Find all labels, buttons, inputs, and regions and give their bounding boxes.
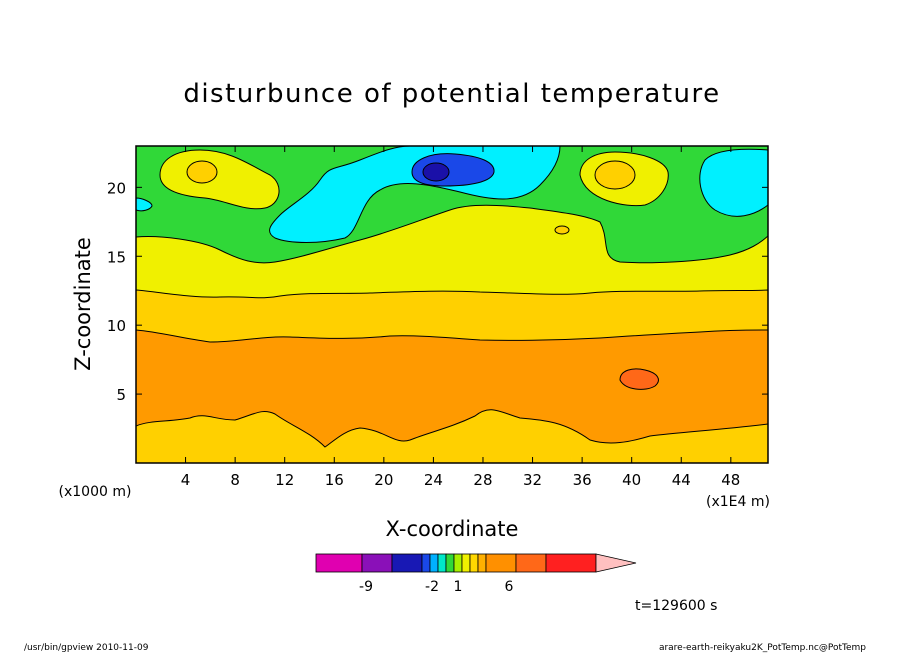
plot-frame bbox=[135, 145, 769, 464]
x-tick-label: 16 bbox=[325, 471, 344, 489]
x-tick-label: 32 bbox=[523, 471, 542, 489]
colorbar-swatch bbox=[485, 553, 517, 573]
colorbar-swatch bbox=[437, 553, 447, 573]
colorbar-swatch bbox=[391, 553, 423, 573]
colorbar-label: -2 bbox=[425, 579, 439, 595]
colorbar-label: 6 bbox=[505, 579, 514, 595]
y-tick-label: 15 bbox=[107, 248, 126, 266]
dark-blue-core bbox=[422, 162, 450, 182]
warm-anomaly bbox=[619, 368, 659, 390]
y-tick-label: 20 bbox=[107, 179, 126, 197]
colorbar-swatch bbox=[469, 553, 479, 573]
colorbar-arrow bbox=[595, 553, 637, 573]
x-tick-label: 48 bbox=[721, 471, 740, 489]
colorbar-swatch bbox=[453, 553, 463, 573]
x-units-right: (x1E4 m) bbox=[706, 494, 770, 510]
footer-left: /usr/bin/gpview 2010-11-09 bbox=[24, 643, 149, 653]
x-tick-label: 12 bbox=[275, 471, 294, 489]
colorbar-swatch bbox=[445, 553, 455, 573]
warm-patch-left bbox=[186, 160, 218, 184]
colorbar-swatch bbox=[515, 553, 547, 573]
x-units-left: (x1000 m) bbox=[59, 484, 132, 500]
x-tick-label: 44 bbox=[672, 471, 691, 489]
colorbar: -9 -2 1 6 bbox=[315, 553, 637, 595]
y-tick-label: 5 bbox=[116, 386, 126, 404]
cyan-region-right bbox=[699, 148, 768, 217]
colorbar-swatch bbox=[477, 553, 487, 573]
plot-area bbox=[136, 146, 768, 463]
x-tick-label: 20 bbox=[374, 471, 393, 489]
colorbar-swatch bbox=[429, 553, 439, 573]
x-tick-label: 36 bbox=[573, 471, 592, 489]
y-axis-ticks: 5 10 15 20 bbox=[107, 179, 768, 404]
colorbar-label: 1 bbox=[454, 579, 463, 595]
yellow-patch-upper-left bbox=[159, 149, 280, 210]
small-contour-loop bbox=[554, 225, 570, 235]
colorbar-swatch bbox=[545, 553, 597, 573]
x-axis-title: X-coordinate bbox=[386, 517, 519, 541]
time-label: t=129600 s bbox=[635, 598, 717, 614]
band-light-orange-lower bbox=[136, 409, 768, 463]
x-tick-label: 28 bbox=[473, 471, 492, 489]
x-tick-label: 40 bbox=[622, 471, 641, 489]
y-axis-title: Z-coordinate bbox=[71, 237, 95, 371]
x-tick-label: 8 bbox=[230, 471, 240, 489]
colorbar-swatch bbox=[421, 553, 431, 573]
chart-title: disturbunce of potential temperature bbox=[183, 79, 720, 109]
y-tick-label: 10 bbox=[107, 317, 126, 335]
warm-patch-right bbox=[594, 160, 636, 190]
colorbar-label: -9 bbox=[359, 579, 373, 595]
footer-right: arare-earth-reikyaku2K_PotTemp.nc@PotTem… bbox=[659, 643, 866, 653]
x-axis-ticks: 4 8 12 16 20 24 28 32 36 40 44 48 bbox=[181, 146, 740, 489]
colorbar-swatch bbox=[361, 553, 393, 573]
cyan-region-left bbox=[136, 197, 153, 212]
x-tick-label: 4 bbox=[181, 471, 191, 489]
colorbar-swatch bbox=[315, 553, 363, 573]
x-tick-label: 24 bbox=[424, 471, 443, 489]
colorbar-swatch bbox=[461, 553, 471, 573]
